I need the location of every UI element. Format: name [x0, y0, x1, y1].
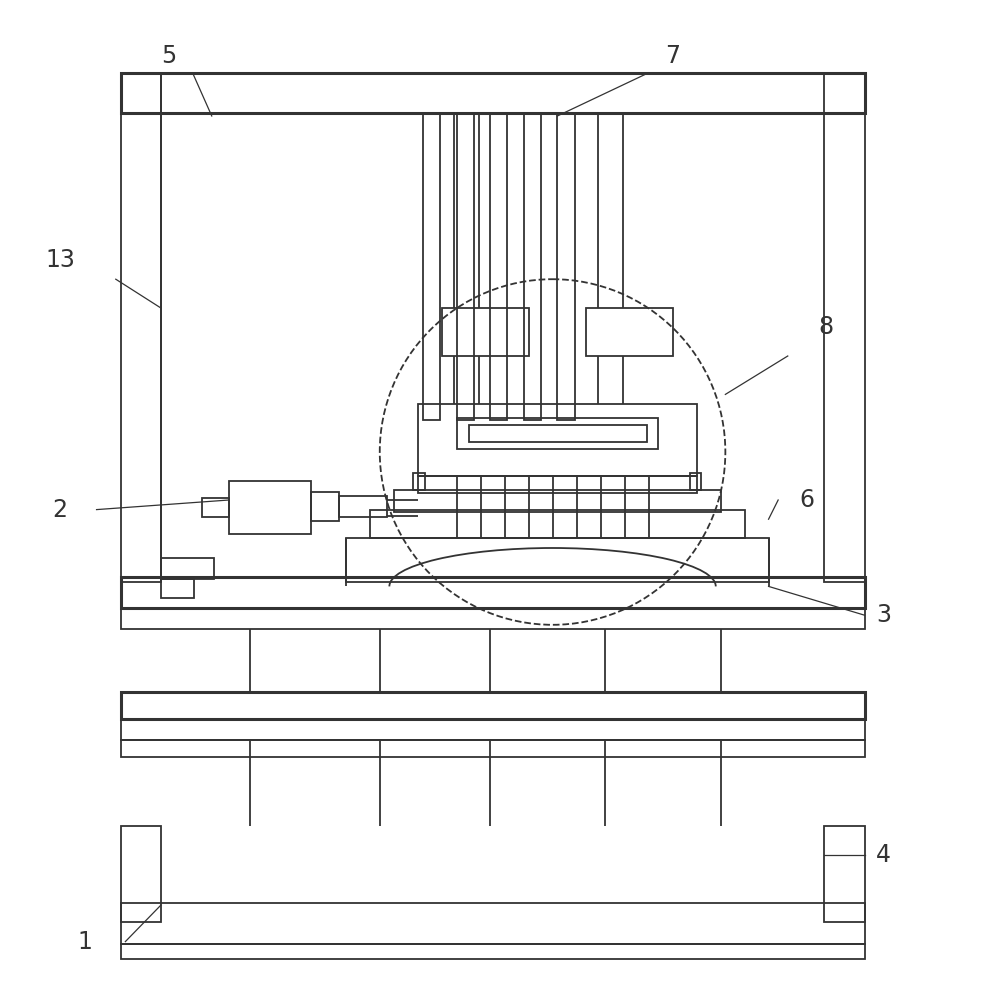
Bar: [203, 498, 229, 517]
Bar: [121, 719, 864, 740]
Bar: [456, 418, 658, 449]
Bar: [310, 492, 340, 521]
Bar: [423, 113, 441, 420]
Bar: [524, 113, 541, 420]
Bar: [121, 73, 161, 582]
Bar: [340, 496, 387, 517]
Text: 2: 2: [52, 498, 67, 522]
Bar: [121, 692, 864, 719]
Text: 13: 13: [45, 248, 75, 272]
Bar: [121, 826, 161, 922]
Bar: [229, 481, 310, 534]
Bar: [557, 113, 575, 420]
Bar: [121, 740, 864, 757]
Text: 6: 6: [799, 488, 814, 512]
Bar: [586, 308, 673, 356]
Bar: [121, 577, 864, 608]
Bar: [346, 538, 769, 582]
Bar: [394, 490, 720, 512]
Bar: [824, 73, 864, 582]
Bar: [824, 826, 864, 922]
Bar: [121, 73, 864, 113]
Bar: [418, 476, 697, 493]
Text: 1: 1: [78, 930, 93, 954]
Text: 8: 8: [819, 315, 834, 339]
Bar: [370, 510, 745, 538]
Text: 7: 7: [665, 44, 680, 68]
Bar: [443, 308, 529, 356]
Bar: [161, 558, 213, 579]
Bar: [121, 944, 864, 959]
Bar: [121, 903, 864, 944]
Bar: [469, 425, 646, 442]
Bar: [456, 113, 474, 420]
Text: 4: 4: [876, 843, 891, 867]
Bar: [413, 473, 425, 490]
Bar: [418, 404, 697, 476]
Text: 5: 5: [161, 44, 176, 68]
Bar: [490, 113, 508, 420]
Bar: [690, 473, 701, 490]
Text: 3: 3: [876, 603, 891, 627]
Bar: [121, 608, 864, 629]
Bar: [161, 579, 195, 598]
